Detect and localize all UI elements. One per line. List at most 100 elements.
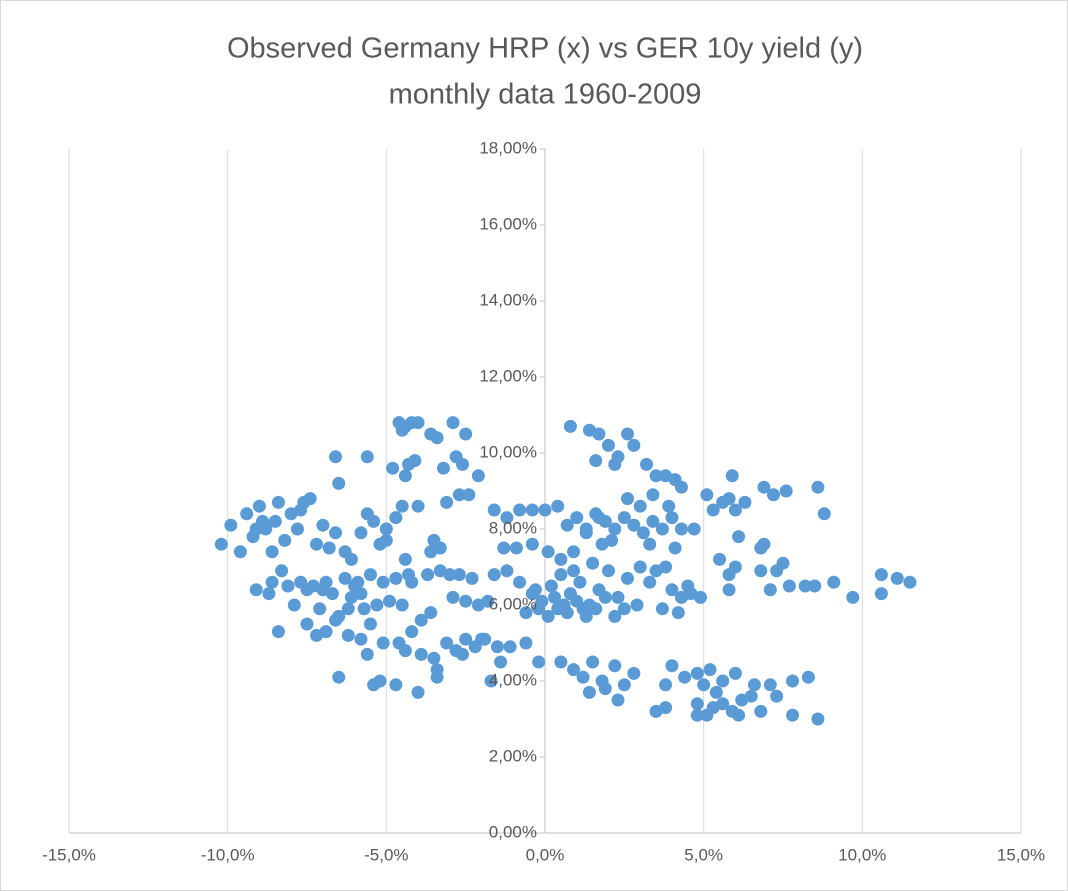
point (709, 685, 723, 699)
point (598, 590, 612, 604)
point (497, 541, 511, 555)
point (338, 571, 352, 585)
point (611, 693, 625, 707)
point (582, 685, 596, 699)
point (455, 647, 469, 661)
point (601, 438, 615, 452)
point (668, 541, 682, 555)
point (621, 427, 635, 441)
point (671, 606, 685, 620)
point (570, 511, 584, 525)
point (808, 579, 822, 593)
y-tick-label: 18,00% (479, 138, 537, 157)
point (408, 454, 422, 468)
y-tick-label: 16,00% (479, 214, 537, 233)
chart-subtitle: monthly data 1960-2009 (389, 79, 702, 111)
point (452, 568, 466, 582)
point (430, 431, 444, 445)
point (617, 602, 631, 616)
point (414, 647, 428, 661)
point (786, 708, 800, 722)
point (389, 511, 403, 525)
point (271, 495, 285, 509)
point (300, 617, 314, 631)
point (360, 450, 374, 464)
point (633, 499, 647, 513)
point (329, 526, 343, 540)
point (627, 518, 641, 532)
point (538, 503, 552, 517)
point (801, 670, 815, 684)
point (700, 488, 714, 502)
point (747, 678, 761, 692)
point (722, 492, 736, 506)
point (693, 590, 707, 604)
point (586, 556, 600, 570)
point (608, 609, 622, 623)
point (395, 598, 409, 612)
point (357, 602, 371, 616)
point (240, 507, 254, 521)
y-tick-label: 12,00% (479, 366, 537, 385)
point (627, 438, 641, 452)
point (586, 655, 600, 669)
point (798, 579, 812, 593)
point (424, 606, 438, 620)
point (389, 571, 403, 585)
point (589, 507, 603, 521)
point (592, 427, 606, 441)
point (421, 568, 435, 582)
point (427, 651, 441, 665)
point (509, 541, 523, 555)
point (332, 670, 346, 684)
point (249, 522, 263, 536)
point (490, 640, 504, 654)
point (265, 545, 279, 559)
point (265, 575, 279, 589)
point (608, 457, 622, 471)
point (754, 704, 768, 718)
point (411, 416, 425, 430)
point (728, 503, 742, 517)
point (579, 522, 593, 536)
point (611, 590, 625, 604)
point (563, 419, 577, 433)
point (703, 663, 717, 677)
point (754, 541, 768, 555)
point (782, 579, 796, 593)
point (589, 602, 603, 616)
point (471, 469, 485, 483)
point (370, 598, 384, 612)
point (513, 575, 527, 589)
point (551, 499, 565, 513)
point (405, 575, 419, 589)
point (462, 488, 476, 502)
point (779, 484, 793, 498)
point (617, 678, 631, 692)
point (633, 560, 647, 574)
point (608, 659, 622, 673)
point (874, 587, 888, 601)
point (411, 685, 425, 699)
point (554, 568, 568, 582)
point (310, 537, 324, 551)
point (452, 488, 466, 502)
point (643, 537, 657, 551)
point (817, 507, 831, 521)
point (732, 708, 746, 722)
point (674, 522, 688, 536)
point (313, 602, 327, 616)
point (770, 689, 784, 703)
point (589, 454, 603, 468)
point (440, 495, 454, 509)
point (389, 678, 403, 692)
point (233, 545, 247, 559)
point (398, 469, 412, 483)
point (252, 499, 266, 513)
point (890, 571, 904, 585)
point (363, 568, 377, 582)
point (532, 602, 546, 616)
point (573, 575, 587, 589)
point (763, 583, 777, 597)
point (275, 564, 289, 578)
